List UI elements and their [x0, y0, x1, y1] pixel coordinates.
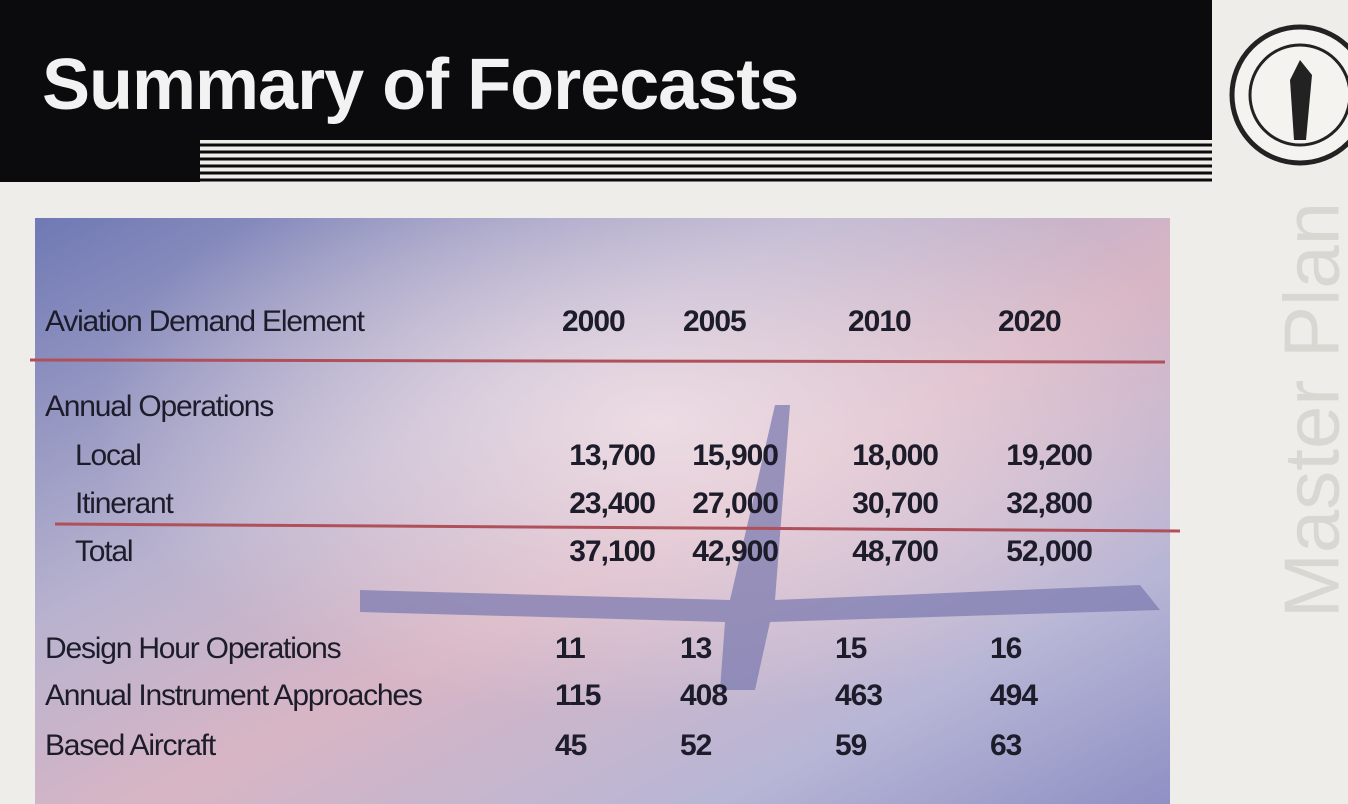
value-cell: 42,900: [692, 535, 778, 568]
value-cell: 494: [990, 679, 1038, 712]
header-stripes: [0, 143, 1212, 182]
value-cell: 52: [680, 729, 712, 762]
header-rule: [29, 358, 1166, 364]
value-cell: 115: [555, 679, 601, 712]
value-cell: 18,000: [852, 439, 938, 472]
column-label: Aviation Demand Element: [45, 305, 366, 338]
row-label: Based Aircraft: [45, 729, 217, 762]
seal: [1229, 24, 1348, 166]
column-year: 2000: [562, 305, 625, 338]
value-cell: 15,900: [692, 439, 778, 472]
row-label: Itinerant: [75, 487, 174, 520]
total-label: Total: [75, 535, 132, 568]
row-label: Design Hour Operations: [45, 632, 341, 665]
column-year: 2005: [683, 305, 746, 338]
header-band: [0, 0, 1212, 140]
group-title: Annual Operations: [45, 390, 273, 423]
value-cell: 52,000: [1006, 535, 1092, 568]
side-text: Master Plan: [1268, 202, 1348, 618]
value-cell: 15: [835, 632, 867, 665]
column-year: 2010: [848, 305, 911, 338]
value-cell: 59: [835, 729, 867, 762]
value-cell: 408: [680, 679, 727, 712]
value-cell: 19,200: [1006, 439, 1092, 472]
column-year: 2020: [998, 305, 1061, 338]
value-cell: 27,000: [692, 487, 778, 520]
value-cell: 13: [680, 632, 712, 665]
value-cell: 45: [555, 729, 587, 762]
value-cell: 63: [990, 729, 1022, 762]
value-cell: 48,700: [852, 535, 938, 568]
total-rule: [54, 522, 1181, 533]
table-glow: [35, 218, 1170, 804]
value-cell: 16: [990, 632, 1022, 665]
row-label: Local: [75, 439, 141, 472]
value-cell: 32,800: [1006, 487, 1092, 520]
header-stripe-block: [0, 140, 200, 182]
table: Aviation Demand Element 2000 2005 2010 2020 A…: [45, 305, 1093, 762]
value-cell: 37,100: [569, 535, 655, 568]
value-cell: 30,700: [852, 487, 938, 520]
value-cell: 11: [555, 632, 585, 665]
value-cell: 13,700: [569, 439, 655, 472]
plane-silhouette: [360, 405, 1160, 690]
row-label: Annual Instrument Approaches: [45, 679, 422, 712]
value-cell: 23,400: [569, 487, 655, 520]
value-cell: 463: [835, 679, 882, 712]
title: Summary of Forecasts: [42, 45, 798, 125]
